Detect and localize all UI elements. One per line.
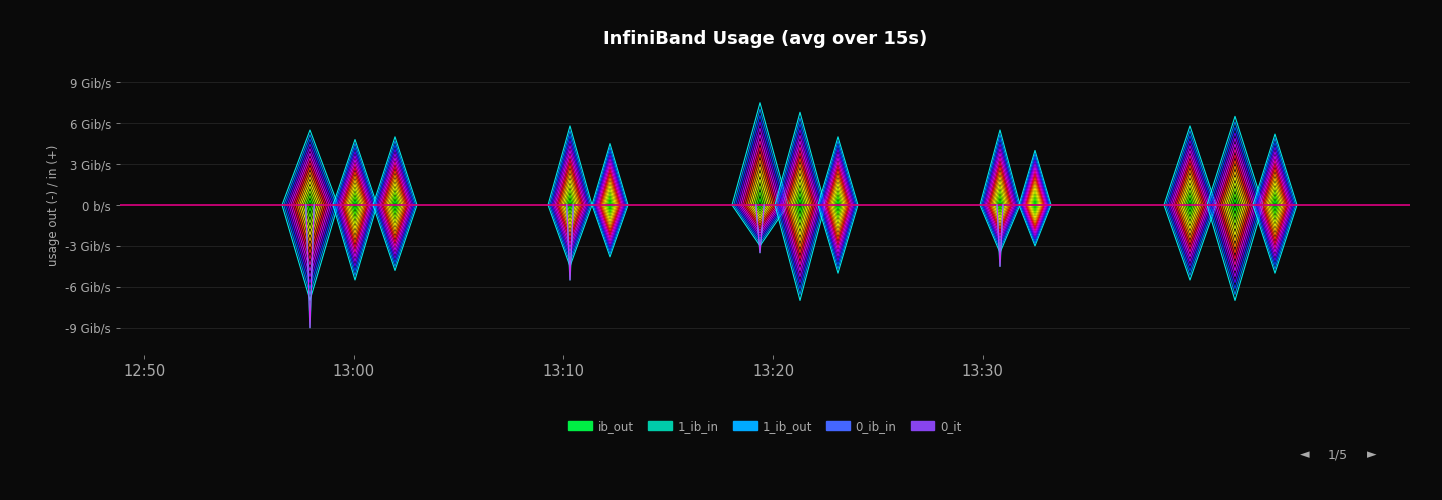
Text: ►: ► <box>1367 448 1376 462</box>
Legend: ib_out, 1_ib_in, 1_ib_out, 0_ib_in, 0_it: ib_out, 1_ib_in, 1_ib_out, 0_ib_in, 0_it <box>564 415 966 438</box>
Text: ◄: ◄ <box>1301 448 1309 462</box>
Title: InfiniBand Usage (avg over 15s): InfiniBand Usage (avg over 15s) <box>603 30 927 48</box>
Y-axis label: usage out (-) / in (+): usage out (-) / in (+) <box>46 144 59 266</box>
Text: 1/5: 1/5 <box>1328 448 1348 462</box>
